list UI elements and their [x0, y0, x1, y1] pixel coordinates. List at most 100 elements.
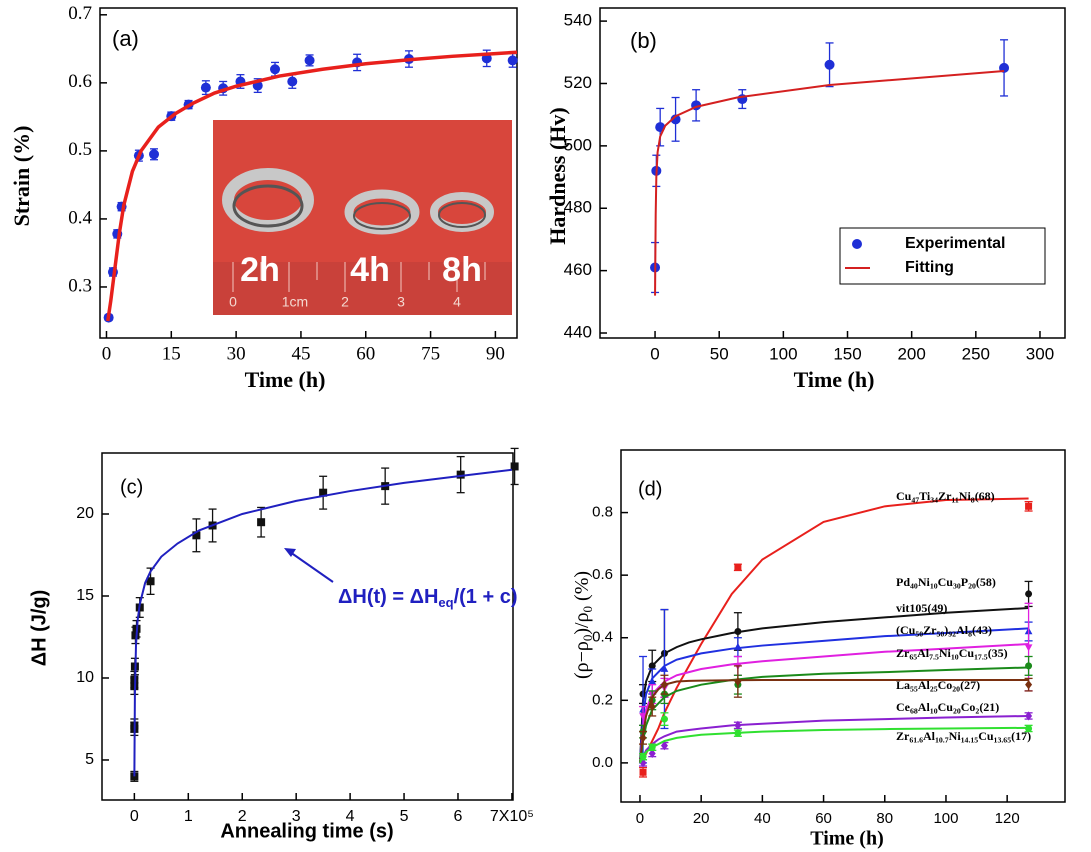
text-part: Al — [923, 729, 936, 743]
subscript: 34 — [930, 495, 938, 504]
text-part: (35) — [988, 646, 1008, 660]
x-tick-label: 60 — [356, 343, 375, 364]
panel-label: (d) — [638, 478, 662, 500]
point — [670, 114, 681, 125]
x-tick-label: 200 — [897, 344, 925, 363]
subscript: 30 — [953, 581, 961, 590]
x-tick-label: 80 — [876, 810, 893, 827]
ruler-label: 3 — [397, 294, 405, 310]
plot-frame — [599, 7, 1066, 339]
fit-line — [638, 642, 1029, 763]
subscript: 50 — [915, 629, 923, 638]
x-tick-label: 30 — [227, 343, 246, 364]
ring-edge — [353, 202, 411, 230]
plot-frame — [99, 7, 518, 339]
y-tick-label: 460 — [564, 260, 592, 279]
text-part: (%) — [571, 571, 593, 606]
legend-box — [839, 227, 1046, 285]
x-tick-label: 100 — [933, 810, 958, 827]
subscript: 13.65 — [994, 735, 1012, 744]
text-part: Co — [961, 700, 976, 714]
y-axis-label: (ρ−ρ0)/ρ0 (%) — [571, 571, 595, 679]
point — [648, 748, 656, 759]
subscript: 10.7 — [935, 735, 949, 744]
subscript: 20 — [953, 706, 961, 715]
text-part: Cu — [959, 646, 975, 660]
text-part: (17) — [1011, 729, 1031, 743]
ruler-label: 0 — [229, 294, 237, 310]
y-tick-label: 0.6 — [592, 566, 613, 583]
point — [270, 64, 281, 75]
x-axis-label: Annealing time (s) — [220, 820, 393, 842]
point — [1025, 502, 1033, 510]
ruler-label: 2 — [341, 294, 349, 310]
subscript: 92 — [948, 629, 956, 638]
point — [639, 733, 647, 743]
panel-label: (a) — [112, 26, 139, 51]
x-tick-label: 7X10⁵ — [490, 808, 534, 825]
x-tick-label: 40 — [754, 810, 771, 827]
annotation: ΔH(t) = ΔHeq/(1 + c) — [338, 586, 518, 610]
y-tick-label: 520 — [564, 73, 592, 92]
subscript: 20 — [968, 581, 976, 590]
subscript: 7.5 — [929, 652, 939, 661]
subscript: 0 — [580, 606, 595, 613]
subscript: 25 — [930, 684, 938, 693]
text-part: Al — [956, 623, 969, 637]
text-part: Ni — [949, 729, 962, 743]
point — [507, 55, 518, 66]
x-axis-label: Time (h) — [245, 367, 326, 392]
text-part: ΔH(t) = ΔH — [338, 586, 438, 608]
point — [660, 664, 669, 672]
text-part: Ti — [919, 489, 931, 503]
text-part: Ce — [896, 700, 911, 714]
series-label: Zr65Al7.5Ni10Cu17.5(35) — [896, 646, 1008, 662]
y-tick-label: 10 — [76, 669, 94, 686]
text-part: Zr — [896, 729, 910, 743]
x-axis-label: Time (h) — [810, 828, 884, 850]
text-part: (27) — [960, 678, 980, 692]
x-tick-label: 3 — [292, 808, 301, 825]
point — [200, 82, 211, 93]
text-part: /(1 + c) — [454, 586, 518, 608]
legend-swatch — [852, 239, 862, 249]
y-tick-label: 0.6 — [68, 71, 92, 92]
y-tick-label: 500 — [564, 135, 592, 154]
text-part: Ni — [939, 646, 952, 660]
inset-photo: 2h 4h 8h 0 1cm 2 3 4 — [213, 120, 512, 315]
point — [1025, 711, 1033, 721]
fit-line — [639, 714, 1029, 764]
point — [510, 462, 519, 471]
y-tick-label: 480 — [564, 198, 592, 217]
panel-label: (c) — [120, 476, 143, 498]
x-tick-label: 2 — [238, 808, 247, 825]
point — [824, 59, 835, 70]
text-part: (21) — [979, 700, 999, 714]
point — [648, 702, 656, 712]
series-label: La55Al25Co20(27) — [896, 678, 980, 694]
y-axis-label: Strain (%) — [9, 126, 34, 227]
subscript: 50 — [936, 629, 944, 638]
text-part: Cu — [938, 575, 954, 589]
x-tick-label: 0 — [650, 344, 659, 363]
subscript: 10 — [951, 652, 959, 661]
text-part: Ni — [959, 489, 972, 503]
text-part: Pd — [896, 575, 910, 589]
x-tick-label: 120 — [995, 810, 1020, 827]
point — [660, 741, 668, 751]
point — [257, 518, 266, 527]
series-label: Zr61.6Al10.7Ni14.15Cu13.65(17) — [896, 729, 1031, 745]
text-part: (58) — [976, 575, 996, 589]
y-tick-label: 0.2 — [592, 691, 613, 708]
text-part: Co — [938, 678, 953, 692]
point — [734, 627, 742, 635]
text-part: (68) — [975, 489, 995, 503]
x-tick-label: 0 — [130, 808, 139, 825]
text-part: )/ρ — [571, 612, 593, 634]
y-tick-label: 0.0 — [592, 754, 613, 771]
subscript: 17.5 — [974, 652, 988, 661]
point — [131, 631, 140, 640]
text-part: Zr — [938, 489, 952, 503]
point — [1025, 724, 1033, 732]
